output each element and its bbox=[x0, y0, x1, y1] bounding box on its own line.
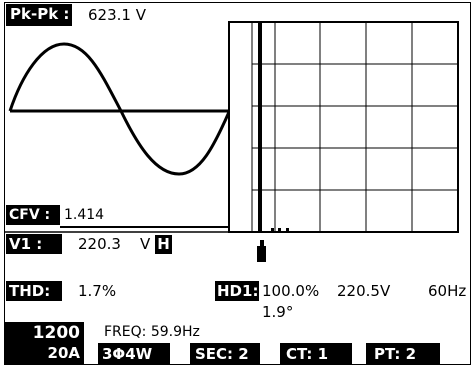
harmonic-cursor bbox=[260, 240, 264, 246]
voltage-sine-wave bbox=[8, 42, 231, 176]
harmonic-bar-2 bbox=[271, 228, 274, 231]
wiring-mode: 3Φ4W bbox=[98, 343, 170, 365]
harmonic-bar-1 bbox=[258, 22, 262, 232]
hd1-frequency: 60Hz bbox=[428, 282, 467, 300]
thd-value: 1.7% bbox=[78, 282, 117, 300]
hold-indicator: H bbox=[155, 235, 172, 254]
harmonic-bar-4 bbox=[286, 228, 289, 231]
frequency-readout: FREQ: 59.9Hz bbox=[104, 324, 200, 340]
hd1-phase-angle: 1.9° bbox=[262, 303, 294, 321]
cfv-value: 1.414 bbox=[64, 207, 105, 223]
hd1-label: HD1: bbox=[215, 281, 259, 301]
harmonic-graph bbox=[228, 21, 459, 262]
hd1-voltage: 220.5V bbox=[337, 282, 391, 300]
v1-unit: V bbox=[140, 235, 151, 253]
range-block bbox=[4, 322, 84, 365]
harmonic-bar-3 bbox=[278, 228, 281, 231]
thd-label: THD: bbox=[6, 281, 62, 301]
pkpk-value: 623.1 V bbox=[88, 6, 146, 24]
pt-setting: PT: 2 bbox=[366, 343, 440, 365]
range-top: 1200 bbox=[32, 323, 80, 343]
range-bottom: 20A bbox=[47, 344, 80, 362]
v1-value: 220.3 bbox=[78, 235, 121, 253]
ct-setting: CT: 1 bbox=[280, 343, 352, 365]
pkpk-label: Pk-Pk : bbox=[6, 4, 72, 26]
sec-setting: SEC: 2 bbox=[190, 343, 260, 365]
hd1-percent: 100.0% bbox=[262, 282, 320, 300]
harmonic-cursor-block bbox=[257, 246, 266, 262]
v1-label: V1 : bbox=[6, 234, 62, 254]
cfv-label: CFV : bbox=[6, 205, 60, 225]
